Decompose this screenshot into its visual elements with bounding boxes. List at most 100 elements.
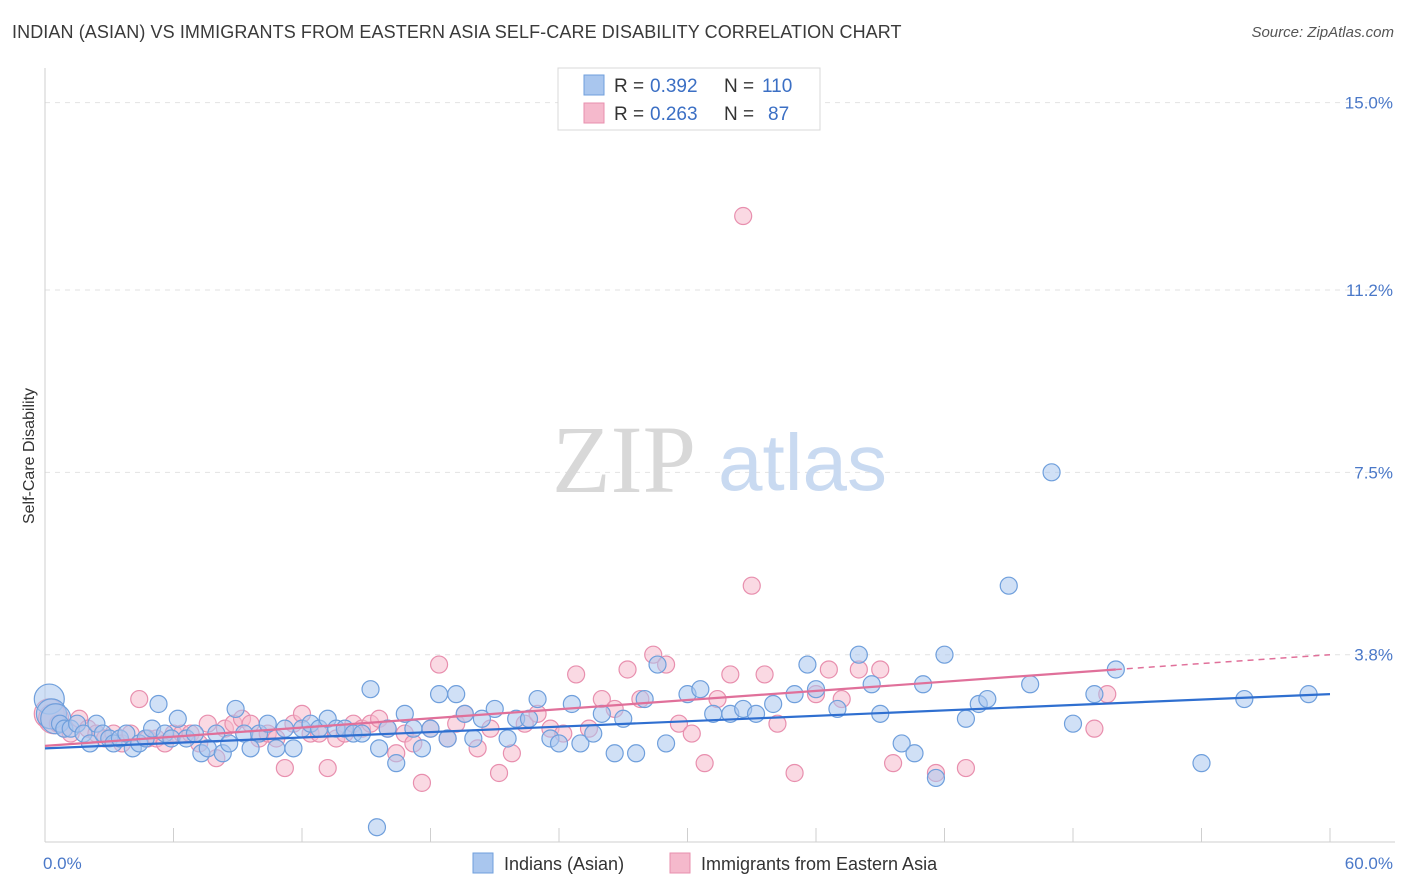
point-s1-86 [806, 680, 826, 699]
point-s1-35 [267, 739, 286, 758]
point-s1-84 [785, 685, 804, 704]
point-s2-84 [956, 758, 976, 778]
points-indians-asian [33, 463, 1318, 837]
point-s1-83 [764, 694, 783, 714]
point-s1-32 [241, 739, 260, 758]
point-s1-105 [1192, 754, 1211, 773]
point-s1-95 [935, 645, 954, 664]
point-s2-59 [567, 665, 586, 684]
legend-r-value-1: 0.392 [650, 76, 698, 97]
point-s2-82 [883, 754, 903, 773]
point-s1-73 [626, 744, 646, 763]
point-s2-47 [429, 655, 449, 674]
point-s1-91 [892, 734, 911, 753]
point-s2-85 [1085, 719, 1104, 738]
point-s1-92 [905, 744, 924, 763]
point-s1-96 [956, 709, 976, 728]
y-tick-label-3: 15.0% [1345, 94, 1393, 113]
point-s1-57 [455, 704, 474, 723]
bottom-legend-label-2: Immigrants from Eastern Asia [701, 854, 938, 874]
watermark: ZIP atlas [552, 406, 887, 513]
point-s1-71 [605, 744, 624, 763]
point-s2-73 [742, 576, 761, 595]
legend-n-label-2: N = [724, 104, 754, 125]
tick-labels: 3.8% 7.5% 11.2% 15.0% 0.0% 60.0% [43, 94, 1393, 873]
point-s1-88 [849, 645, 868, 664]
point-s2-75 [768, 714, 787, 733]
point-s1-49 [387, 754, 406, 773]
point-s1-64 [528, 689, 547, 709]
point-s1-99 [999, 576, 1018, 595]
legend-r-value-2: 0.263 [650, 104, 698, 125]
trend-lines [44, 653, 1331, 750]
x-tick-label-1: 60.0% [1345, 854, 1393, 873]
y-tick-label-2: 11.2% [1346, 281, 1393, 300]
bottom-legend-swatch-pink [669, 852, 691, 874]
legend-swatch-blue [583, 74, 605, 96]
point-s1-19 [149, 694, 168, 714]
trend-line-immigrants-eastern-asia-extension [1115, 653, 1331, 671]
point-s1-94 [926, 768, 946, 788]
point-s2-63 [618, 660, 637, 679]
y-axis-label: Self-Care Disability [21, 388, 38, 524]
point-s1-100 [1021, 675, 1040, 694]
top-legend: R = 0.392 N = 110 R = 0.263 N = 87 [557, 67, 821, 131]
point-s1-108 [367, 818, 387, 837]
point-s1-102 [1063, 714, 1083, 733]
point-s1-70 [592, 704, 611, 723]
point-s1-74 [635, 689, 654, 709]
point-s1-53 [421, 719, 440, 738]
point-s1-76 [656, 734, 676, 753]
point-s2-74 [755, 665, 774, 684]
legend-swatch-pink [583, 102, 605, 124]
point-s2-71 [721, 665, 740, 684]
point-s1-82 [746, 704, 766, 723]
point-s1-69 [584, 724, 603, 743]
point-s1-103 [1085, 685, 1104, 704]
bottom-legend-label-1: Indians (Asian) [504, 854, 624, 874]
point-s1-101 [1042, 463, 1061, 482]
point-s2-78 [819, 660, 838, 679]
point-s2-67 [669, 714, 689, 733]
point-s1-66 [549, 734, 569, 753]
point-s1-54 [429, 685, 449, 704]
point-s1-45 [352, 724, 372, 743]
x-tick-label-0: 0.0% [43, 854, 82, 873]
point-s1-24 [185, 724, 205, 743]
point-s1-34 [258, 714, 277, 733]
point-s1-46 [361, 680, 380, 699]
point-s2-34 [318, 758, 337, 778]
legend-n-label-1: N = [724, 76, 754, 97]
point-s1-85 [798, 655, 817, 674]
legend-r-label-1: R = [614, 76, 644, 97]
gridlines [45, 102, 1395, 656]
point-s1-55 [438, 729, 457, 748]
point-s1-68 [571, 734, 590, 753]
source-label: Source: ZipAtlas.com [1251, 24, 1394, 41]
point-s2-12 [130, 689, 149, 709]
point-s1-52 [412, 739, 432, 758]
point-s1-98 [978, 689, 997, 709]
point-s1-30 [226, 699, 245, 719]
point-s2-68 [682, 724, 701, 743]
trend-line-indians-asian [44, 693, 1331, 750]
watermark-zip: ZIP [552, 406, 696, 513]
bottom-legend: Indians (Asian) Immigrants from Eastern … [472, 852, 938, 874]
point-s1-78 [691, 680, 710, 699]
trend-line-immigrants-eastern-asia [44, 668, 1116, 747]
point-s2-29 [275, 758, 294, 778]
point-s1-47 [370, 739, 389, 758]
legend-r-label-2: R = [614, 104, 644, 125]
point-s1-56 [447, 685, 466, 704]
point-s1-89 [862, 675, 881, 694]
point-s2-76 [785, 763, 804, 783]
point-s1-29 [220, 734, 239, 753]
point-s1-75 [648, 655, 667, 674]
watermark-atlas: atlas [718, 418, 887, 507]
point-s2-81 [871, 660, 890, 679]
point-s1-67 [562, 694, 581, 714]
point-s2-69 [695, 754, 714, 773]
point-s2-72 [734, 206, 753, 226]
point-s1-87 [828, 699, 847, 719]
